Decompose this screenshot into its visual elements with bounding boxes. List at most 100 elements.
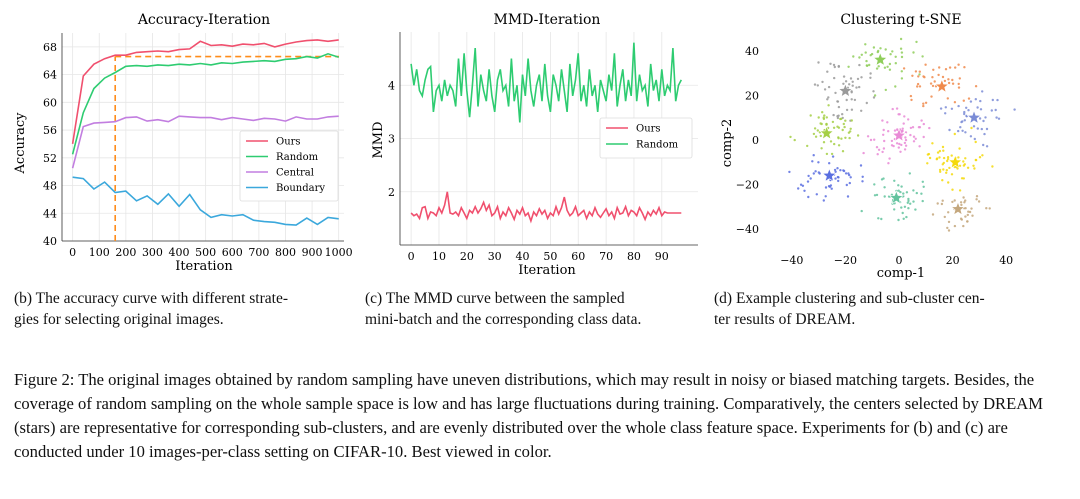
scatter-point xyxy=(848,83,851,86)
scatter-point xyxy=(827,85,831,89)
scatter-point xyxy=(836,100,839,103)
scatter-point xyxy=(918,70,921,73)
scatter-point xyxy=(979,99,982,103)
scatter-point xyxy=(948,66,952,69)
scatter-point xyxy=(875,193,879,197)
scatter-point xyxy=(869,72,872,75)
scatter-point xyxy=(847,131,851,134)
scatter-point xyxy=(904,136,907,139)
scatter-point xyxy=(873,138,876,141)
scatter-point xyxy=(985,145,989,148)
scatter-point xyxy=(944,68,948,71)
scatter-point xyxy=(883,195,886,198)
x-tick-label: 20 xyxy=(946,254,960,267)
subcaption-line: (d) Example clustering and sub-cluster c… xyxy=(714,290,985,307)
legend-label-ours: Ours xyxy=(276,137,301,148)
scatter-point xyxy=(959,201,963,204)
scatter-point xyxy=(912,135,916,138)
scatter-point xyxy=(936,151,940,154)
scatter-point xyxy=(851,84,854,87)
y-tick-label: 56 xyxy=(43,124,57,137)
scatter-point xyxy=(917,75,920,78)
scatter-point xyxy=(858,63,861,67)
scatter-point xyxy=(961,129,964,132)
scatter-point xyxy=(945,171,948,174)
scatter-point xyxy=(904,144,908,147)
scatter-point xyxy=(901,129,904,133)
scatter-point xyxy=(828,185,832,188)
scatter-point xyxy=(976,106,979,109)
scatter-point xyxy=(873,194,877,197)
scatter-point xyxy=(832,113,835,117)
scatter-point xyxy=(963,110,966,114)
scatter-point xyxy=(902,67,906,70)
scatter-point xyxy=(896,128,899,131)
scatter-point xyxy=(947,181,950,184)
scatter-point xyxy=(957,156,960,159)
scatter-point xyxy=(990,109,993,112)
scatter-point xyxy=(859,164,863,167)
scatter-point xyxy=(909,126,913,130)
scatter-point xyxy=(848,181,851,185)
scatter-point xyxy=(958,189,962,192)
scatter-point xyxy=(900,70,903,73)
scatter-point xyxy=(960,177,964,180)
scatter-point xyxy=(960,120,963,124)
x-tick-label: 10 xyxy=(432,250,446,263)
scatter-point xyxy=(901,211,904,215)
x-tick-label: 200 xyxy=(115,246,136,259)
scatter-point xyxy=(951,82,955,85)
scatter-point xyxy=(843,125,846,129)
scatter-point xyxy=(910,98,913,102)
y-tick-label: 52 xyxy=(43,152,57,165)
y-axis-label: comp-2 xyxy=(720,119,735,167)
scatter-point xyxy=(803,189,806,192)
scatter-point xyxy=(958,147,961,150)
scatter-point xyxy=(827,104,830,107)
scatter-point xyxy=(848,136,851,140)
scatter-point xyxy=(908,172,911,175)
scatter-point xyxy=(974,98,977,101)
scatter-point xyxy=(811,160,814,163)
scatter-point xyxy=(823,114,826,117)
scatter-point xyxy=(946,226,949,230)
x-tick-label: 40 xyxy=(999,254,1013,267)
scatter-point xyxy=(974,85,978,88)
scatter-point xyxy=(826,70,829,73)
x-tick-label: 600 xyxy=(222,246,243,259)
scatter-point xyxy=(957,104,960,108)
scatter-point xyxy=(849,77,853,80)
series-line-random xyxy=(71,52,339,155)
scatter-point xyxy=(981,154,984,157)
scatter-point xyxy=(813,83,817,86)
scatter-point xyxy=(957,129,960,133)
scatter-point xyxy=(926,153,930,156)
scatter-point xyxy=(833,76,836,80)
scatter-point xyxy=(861,180,864,183)
scatter-point xyxy=(918,73,921,76)
scatter-point xyxy=(951,200,954,204)
scatter-point xyxy=(887,130,890,133)
chart-title: Clustering t-SNE xyxy=(840,12,961,28)
scatter-point xyxy=(903,141,907,145)
scatter-point xyxy=(831,155,835,158)
scatter-point xyxy=(920,192,923,195)
y-axis-label: MMD xyxy=(371,121,386,158)
scatter-point xyxy=(809,114,812,117)
scatter-point xyxy=(946,156,950,159)
scatter-point xyxy=(938,149,942,153)
x-tick-label: 70 xyxy=(599,250,613,263)
scatter-point xyxy=(836,167,839,170)
scatter-point xyxy=(865,101,868,105)
x-tick-label: 500 xyxy=(195,246,216,259)
scatter-point xyxy=(1013,108,1016,111)
scatter-point xyxy=(982,143,985,147)
scatter-point xyxy=(876,153,879,156)
scatter-point xyxy=(891,50,894,53)
scatter-point xyxy=(822,141,826,144)
scatter-point xyxy=(901,127,904,130)
scatter-point xyxy=(918,85,922,88)
x-tick-label: 100 xyxy=(89,246,110,259)
scatter-point xyxy=(897,189,900,192)
